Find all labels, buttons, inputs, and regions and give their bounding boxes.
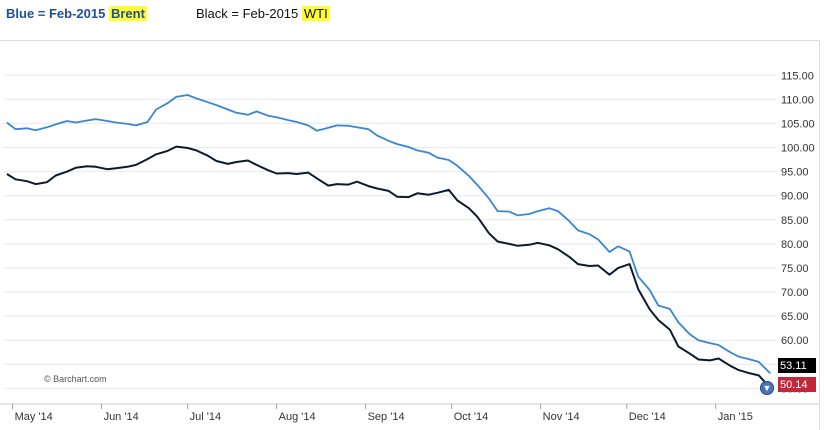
- brent-last-value-label: 53.11: [780, 360, 807, 372]
- x-tick-label: Sep '14: [368, 411, 405, 423]
- brent-series-line: [6, 94, 771, 375]
- y-axis: 50.0055.0060.0065.0070.0075.0080.0085.00…: [781, 70, 815, 395]
- x-tick-label: Oct '14: [454, 411, 489, 423]
- x-tick-label: Aug '14: [279, 411, 316, 423]
- wti-series-line: [6, 145, 772, 389]
- barchart-watermark: © Barchart.com: [44, 374, 107, 384]
- x-tick-label: Jul '14: [190, 411, 221, 423]
- wti-last-label-bg: [778, 377, 816, 392]
- y-tick-label: 100.00: [781, 143, 815, 155]
- x-tick-label: Nov '14: [543, 411, 580, 423]
- y-tick-label: 65.00: [781, 311, 809, 323]
- y-tick-label: 85.00: [781, 215, 809, 227]
- last-value-labels: 53.11 50.14: [778, 358, 816, 392]
- y-tick-label: 110.00: [781, 94, 814, 106]
- wti-caption-highlight: WTI: [301, 6, 330, 21]
- brent-caption-highlight: Brent: [108, 6, 147, 21]
- y-tick-label: 95.00: [781, 167, 809, 179]
- x-tick-label: May '14: [15, 411, 53, 423]
- y-tick-label: 115.00: [781, 70, 814, 82]
- x-tick-label: Dec '14: [629, 411, 666, 423]
- chevron-down-icon[interactable]: ▼: [760, 381, 774, 395]
- brent-caption: Blue = Feb-2015 Brent: [6, 6, 147, 21]
- y-tick-label: 60.00: [781, 335, 809, 347]
- y-tick-label: 105.00: [781, 118, 815, 130]
- x-tick-label: Jan '15: [718, 411, 753, 423]
- y-tick-label: 90.00: [781, 191, 809, 203]
- brent-last-label-bg: [778, 358, 816, 373]
- brent-caption-prefix: Blue = Feb-2015: [6, 6, 106, 21]
- x-axis: May '14 Jun '14 Jul '14 Aug '14 Sep '14 Oct '…: [0, 403, 820, 423]
- x-tick-label: Jun '14: [104, 411, 139, 423]
- y-tick-label: 80.00: [781, 239, 809, 251]
- series-layer: [6, 94, 772, 389]
- grid-layer: [4, 74, 776, 389]
- wti-last-value-label: 50.14: [780, 379, 808, 391]
- y-tick-label: 75.00: [781, 263, 809, 275]
- y-tick-label: 70.00: [781, 287, 809, 299]
- chart-header: Blue = Feb-2015 Brent Black = Feb-2015 W…: [0, 0, 824, 36]
- wti-caption: Black = Feb-2015 WTI: [196, 6, 330, 21]
- wti-caption-prefix: Black = Feb-2015: [196, 6, 299, 21]
- chart-frame: [0, 40, 820, 430]
